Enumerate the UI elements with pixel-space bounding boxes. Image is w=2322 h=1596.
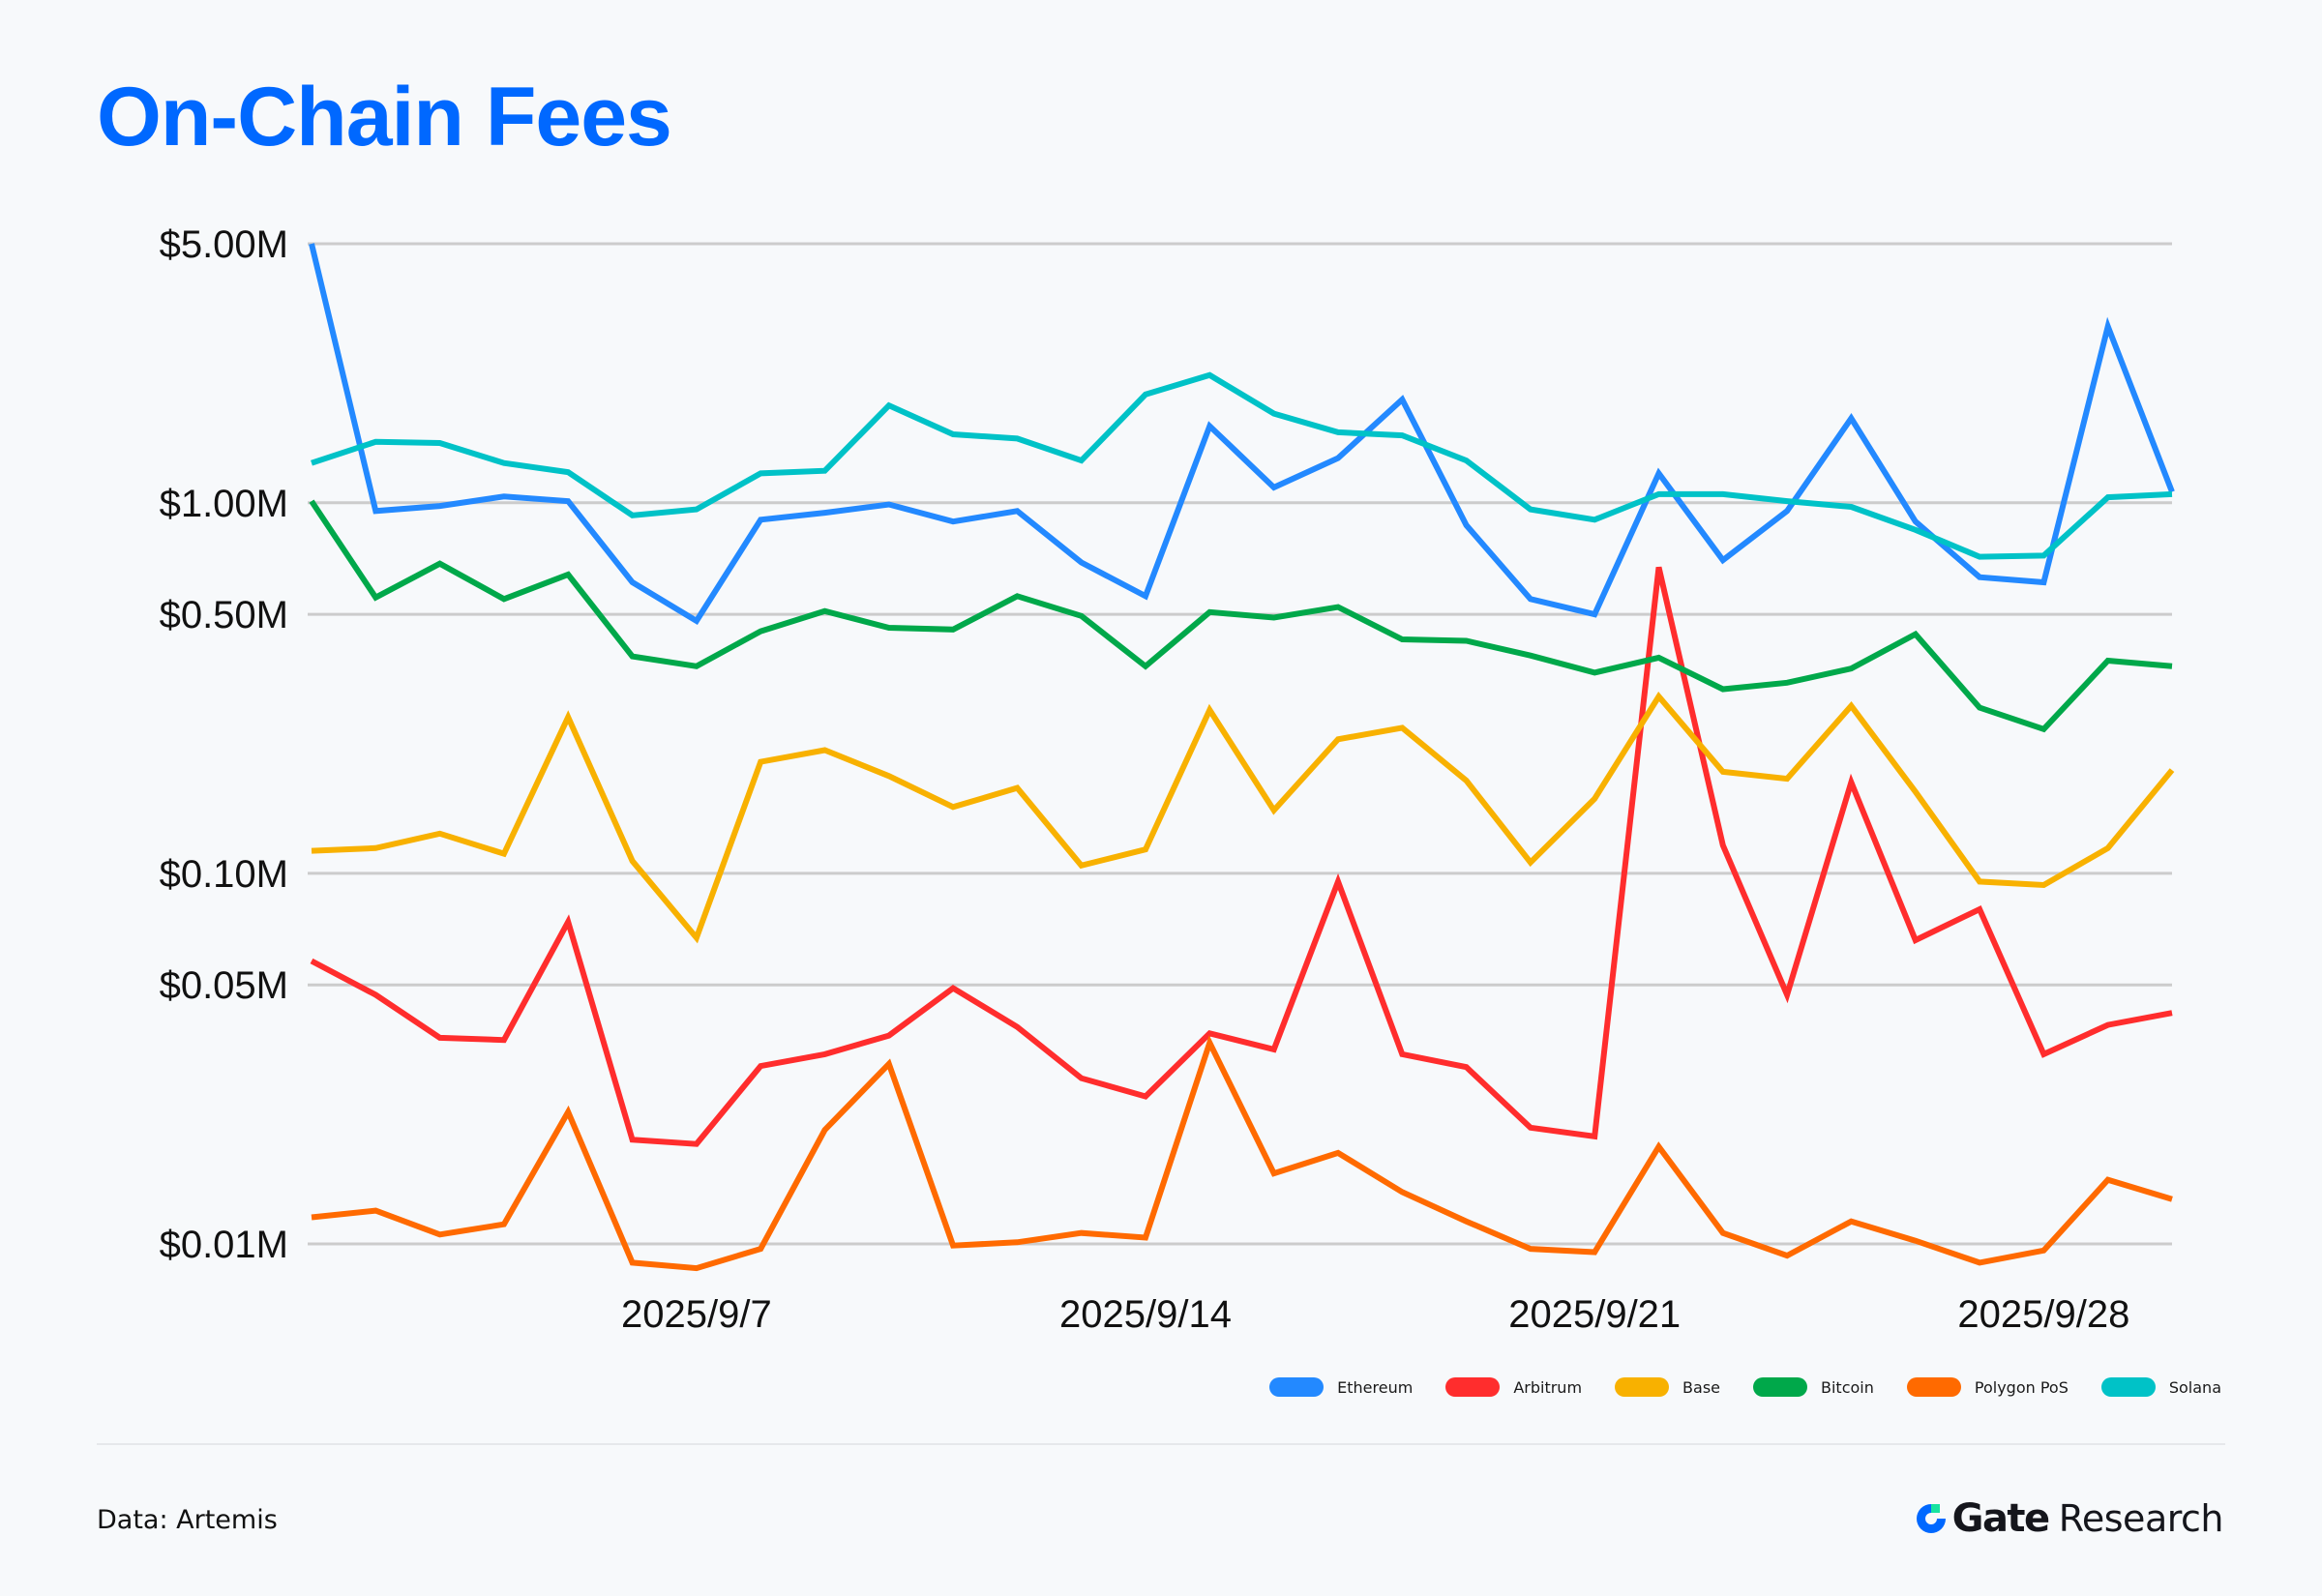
series-lines [309,243,2175,1272]
x-tick-label: 2025/9/14 [1059,1293,1232,1336]
legend-item-base[interactable]: Base [1615,1377,1720,1397]
y-tick-label: $0.50M [160,594,288,636]
y-tick-label: $0.10M [160,853,288,896]
series-line-bitcoin [309,499,2173,733]
line-chart: $5.00M $1.00M $0.50M $0.10M $0.05M $0.01M 202… [160,223,2175,1336]
legend-label: Polygon PoS [1974,1377,2069,1397]
series-points-bitcoin [311,501,2173,729]
legend-swatch-icon [1615,1377,1670,1397]
legend-item-arbitrum[interactable]: Arbitrum [1445,1377,1582,1397]
series-line-polygon-pos [311,1035,2173,1272]
legend-label: Bitcoin [1821,1377,1874,1397]
x-tick-label: 2025/9/7 [621,1293,772,1336]
x-tick-label: 2025/9/21 [1508,1293,1681,1336]
y-tick-label: $0.01M [160,1224,288,1266]
x-tick-label: 2025/9/28 [1957,1293,2129,1336]
chart-title: On-Chain Fees [97,71,672,163]
legend-label: Solana [2168,1377,2221,1397]
footer-divider [97,1443,2225,1445]
series-line-ethereum [309,243,2175,625]
series-points-polygon-pos [311,1043,2173,1269]
y-tick-label: $0.05M [160,964,288,1007]
y-axis-ticks: $5.00M $1.00M $0.50M $0.10M $0.05M $0.01M [160,223,288,1266]
gate-logo-icon [1916,1504,1946,1533]
y-tick-label: $5.00M [160,223,288,266]
legend-swatch-icon [1269,1377,1325,1397]
brand-logo: Gate Research [1914,1496,2224,1541]
legend-label: Arbitrum [1513,1377,1583,1397]
series-points-ethereum [311,243,2173,621]
data-source: Data: Artemis [97,1505,278,1535]
legend-label: Base [1682,1377,1720,1397]
series-points-base [311,696,2173,938]
legend: Ethereum Arbitrum Base Bitcoin Polygon P… [1236,1377,2221,1397]
series-line-solana [311,371,2173,560]
legend-item-polygon-pos[interactable]: Polygon PoS [1906,1377,2069,1397]
series-line-arbitrum [310,566,2173,1147]
legend-label: Ethereum [1337,1377,1414,1397]
series-line-base [311,692,2175,944]
brand-name: Gate [1951,1496,2051,1541]
y-tick-label: $1.00M [160,483,288,525]
brand-suffix: Research [2058,1497,2224,1540]
legend-swatch-icon [1445,1377,1501,1397]
legend-item-bitcoin[interactable]: Bitcoin [1753,1377,1874,1397]
legend-item-ethereum[interactable]: Ethereum [1269,1377,1413,1397]
legend-swatch-icon [2100,1377,2156,1397]
series-points-solana [311,374,2173,557]
x-axis-ticks: 2025/9/7 2025/9/14 2025/9/21 2025/9/28 [621,1293,2129,1336]
legend-swatch-icon [1753,1377,1807,1397]
legend-item-solana[interactable]: Solana [2100,1377,2221,1397]
series-points-arbitrum [311,567,2173,1144]
legend-swatch-icon [1906,1377,1961,1397]
